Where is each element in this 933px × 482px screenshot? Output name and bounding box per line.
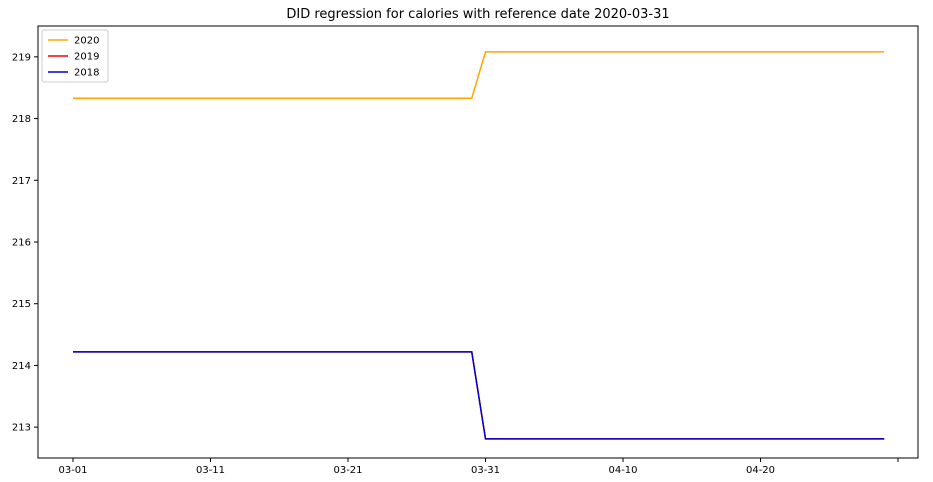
- series-lines: [73, 51, 885, 440]
- y-tick-label: 213: [12, 423, 31, 434]
- y-tick-label: 216: [12, 238, 31, 249]
- y-tick-label: 215: [12, 299, 31, 310]
- legend-label-2018: 2018: [74, 68, 99, 79]
- legend-label-2020: 2020: [74, 36, 99, 47]
- legend: 2020 2019 2018: [41, 29, 109, 83]
- legend-box: [41, 29, 109, 83]
- x-tick-label: 03-21: [333, 465, 362, 476]
- x-tick-label: 04-20: [746, 465, 775, 476]
- x-tick-label: 03-11: [196, 465, 225, 476]
- y-tick-label: 214: [12, 361, 31, 372]
- y-tick-label: 219: [12, 52, 31, 63]
- y-tick-label: 217: [12, 176, 31, 187]
- x-axis: 03-01 03-11 03-21 03-31 04-10 04-20: [58, 458, 899, 476]
- y-axis: 213 214 215 216 217 218 219: [12, 52, 38, 434]
- x-tick-label: 04-10: [608, 465, 637, 476]
- series-line-2018: [73, 351, 885, 440]
- chart-title: DID regression for calories with referen…: [286, 7, 669, 22]
- series-line-2020: [73, 51, 885, 99]
- legend-label-2019: 2019: [74, 52, 99, 63]
- x-tick-label: 03-01: [58, 465, 87, 476]
- x-tick-label: 03-31: [471, 465, 500, 476]
- y-tick-label: 218: [12, 114, 31, 125]
